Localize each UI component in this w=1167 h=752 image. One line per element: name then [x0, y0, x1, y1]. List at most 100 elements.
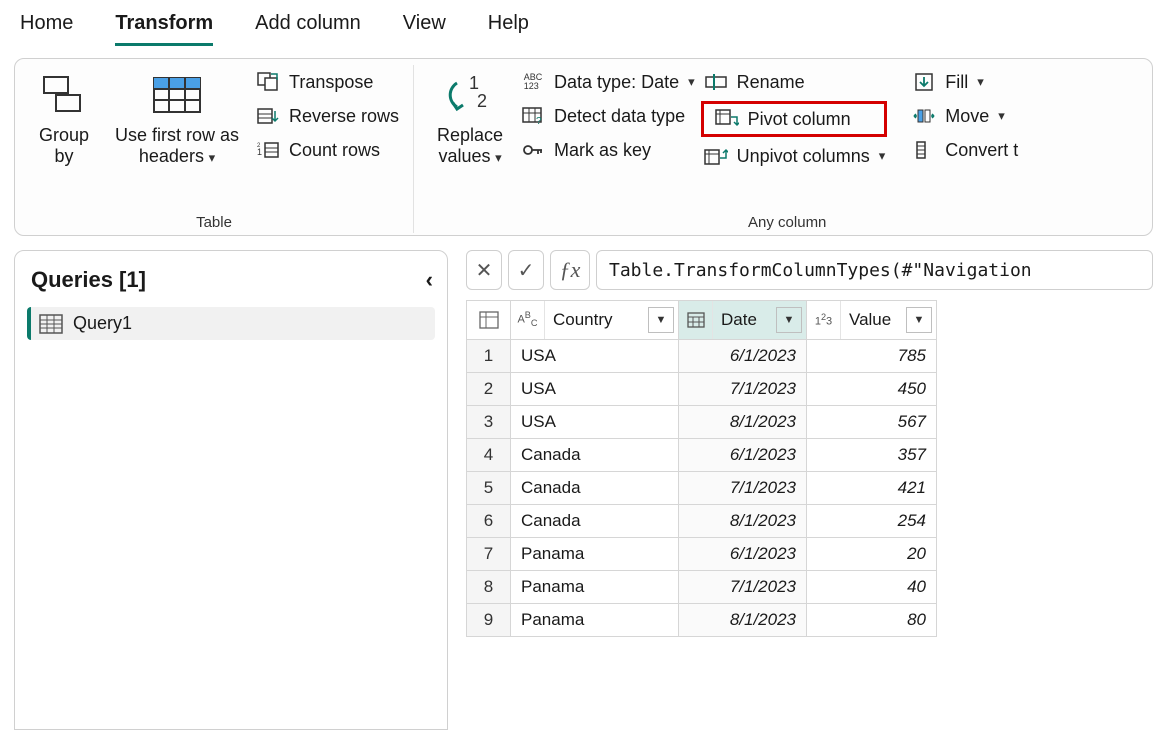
- column-name: Date: [713, 310, 776, 330]
- cell-date[interactable]: 7/1/2023: [679, 373, 807, 406]
- tab-view[interactable]: View: [403, 10, 446, 46]
- commit-formula-button[interactable]: ✓: [508, 250, 544, 290]
- convert-label: Convert t: [945, 140, 1018, 161]
- cell-country[interactable]: Panama: [511, 538, 679, 571]
- cell-country[interactable]: Canada: [511, 439, 679, 472]
- cell-value[interactable]: 785: [807, 340, 937, 373]
- cell-date[interactable]: 8/1/2023: [679, 505, 807, 538]
- cell-country[interactable]: Canada: [511, 472, 679, 505]
- queries-panel: Queries [1] ‹ Query1: [14, 250, 448, 730]
- row-index: 5: [467, 472, 511, 505]
- group-by-button[interactable]: Group by: [29, 69, 99, 168]
- tab-add-column[interactable]: Add column: [255, 10, 361, 46]
- mark-as-key-button[interactable]: Mark as key: [520, 139, 695, 161]
- fill-icon: [914, 73, 934, 91]
- table-row[interactable]: 9Panama8/1/202380: [467, 604, 937, 637]
- cancel-formula-button[interactable]: ✕: [466, 250, 502, 290]
- replace-values-icon: 1 2: [447, 75, 493, 115]
- cell-date[interactable]: 6/1/2023: [679, 439, 807, 472]
- cell-date[interactable]: 6/1/2023: [679, 538, 807, 571]
- cell-date[interactable]: 7/1/2023: [679, 472, 807, 505]
- type-icon[interactable]: [679, 301, 713, 339]
- tab-home[interactable]: Home: [20, 10, 73, 46]
- cell-date[interactable]: 8/1/2023: [679, 406, 807, 439]
- cell-value[interactable]: 20: [807, 538, 937, 571]
- formula-bar: ✕ ✓ ƒx Table.TransformColumnTypes(#"Navi…: [466, 250, 1153, 290]
- cell-country[interactable]: USA: [511, 373, 679, 406]
- tab-transform[interactable]: Transform: [115, 10, 213, 46]
- fill-button[interactable]: Fill ▾: [911, 71, 1018, 93]
- unpivot-columns-button[interactable]: Unpivot columns ▾: [703, 145, 886, 167]
- table-row[interactable]: 4Canada6/1/2023357: [467, 439, 937, 472]
- cell-value[interactable]: 254: [807, 505, 937, 538]
- column-header-value[interactable]: 123Value▼: [807, 301, 936, 339]
- select-all-icon[interactable]: [467, 301, 510, 339]
- reverse-rows-label: Reverse rows: [289, 106, 399, 127]
- type-icon[interactable]: 123: [807, 301, 841, 339]
- cell-country[interactable]: USA: [511, 406, 679, 439]
- detect-data-type-button[interactable]: ? Detect data type: [520, 105, 695, 127]
- query-name: Query1: [73, 313, 132, 334]
- row-index: 9: [467, 604, 511, 637]
- type-icon[interactable]: ABC: [511, 301, 545, 339]
- rename-label: Rename: [737, 72, 805, 93]
- fx-button[interactable]: ƒx: [550, 250, 590, 290]
- cell-country[interactable]: Panama: [511, 604, 679, 637]
- column-header-country[interactable]: ABCCountry▼: [511, 301, 678, 339]
- check-icon: ✓: [518, 258, 535, 283]
- ribbon-group-table-label: Table: [29, 212, 399, 231]
- column-header-date[interactable]: Date▼: [679, 301, 806, 339]
- table-row[interactable]: 2USA7/1/2023450: [467, 373, 937, 406]
- transpose-button[interactable]: Transpose: [255, 71, 399, 93]
- group-by-icon: [42, 75, 86, 115]
- table-row[interactable]: 1USA6/1/2023785: [467, 340, 937, 373]
- chevron-down-icon: ▾: [998, 108, 1005, 124]
- convert-button[interactable]: Convert t: [911, 139, 1018, 161]
- table-row[interactable]: 8Panama7/1/202340: [467, 571, 937, 604]
- row-index: 6: [467, 505, 511, 538]
- rename-button[interactable]: Rename: [703, 71, 886, 93]
- data-type-button[interactable]: ABC123 Data type: Date ▾: [520, 71, 695, 93]
- first-row-headers-button[interactable]: Use first row as headers ▾: [107, 69, 247, 168]
- rename-icon: [705, 73, 727, 91]
- x-icon: ✕: [476, 258, 493, 283]
- detect-icon: ?: [522, 107, 544, 125]
- replace-values-button[interactable]: 1 2 Replace values ▾: [428, 69, 512, 168]
- cell-value[interactable]: 567: [807, 406, 937, 439]
- ribbon-group-table: Group by Use first row as headers ▾: [15, 65, 414, 233]
- move-button[interactable]: Move ▾: [911, 105, 1018, 127]
- cell-value[interactable]: 357: [807, 439, 937, 472]
- count-rows-button[interactable]: 12 Count rows: [255, 139, 399, 161]
- cell-country[interactable]: USA: [511, 340, 679, 373]
- filter-dropdown-icon[interactable]: ▼: [906, 307, 932, 333]
- cell-value[interactable]: 421: [807, 472, 937, 505]
- cell-date[interactable]: 8/1/2023: [679, 604, 807, 637]
- filter-dropdown-icon[interactable]: ▼: [648, 307, 674, 333]
- filter-dropdown-icon[interactable]: ▼: [776, 307, 802, 333]
- data-view: ✕ ✓ ƒx Table.TransformColumnTypes(#"Navi…: [448, 250, 1153, 730]
- cell-date[interactable]: 7/1/2023: [679, 571, 807, 604]
- reverse-rows-icon: [257, 107, 279, 125]
- table-row[interactable]: 3USA8/1/2023567: [467, 406, 937, 439]
- reverse-rows-button[interactable]: Reverse rows: [255, 105, 399, 127]
- tab-help[interactable]: Help: [488, 10, 529, 46]
- pivot-column-button[interactable]: Pivot column: [701, 101, 888, 137]
- table-row[interactable]: 7Panama6/1/202320: [467, 538, 937, 571]
- move-label: Move: [945, 106, 989, 127]
- cell-value[interactable]: 80: [807, 604, 937, 637]
- table-row[interactable]: 6Canada8/1/2023254: [467, 505, 937, 538]
- collapse-icon[interactable]: ‹: [426, 267, 433, 293]
- chevron-down-icon: ▾: [688, 74, 695, 90]
- pivot-icon: [715, 109, 739, 129]
- cell-value[interactable]: 40: [807, 571, 937, 604]
- table-row[interactable]: 5Canada7/1/2023421: [467, 472, 937, 505]
- cell-country[interactable]: Panama: [511, 571, 679, 604]
- formula-input[interactable]: Table.TransformColumnTypes(#"Navigation: [596, 250, 1153, 290]
- cell-value[interactable]: 450: [807, 373, 937, 406]
- query-item[interactable]: Query1: [27, 307, 435, 340]
- cell-date[interactable]: 6/1/2023: [679, 340, 807, 373]
- ribbon: Group by Use first row as headers ▾: [14, 58, 1153, 236]
- row-index: 1: [467, 340, 511, 373]
- chevron-down-icon: ▾: [205, 150, 215, 165]
- cell-country[interactable]: Canada: [511, 505, 679, 538]
